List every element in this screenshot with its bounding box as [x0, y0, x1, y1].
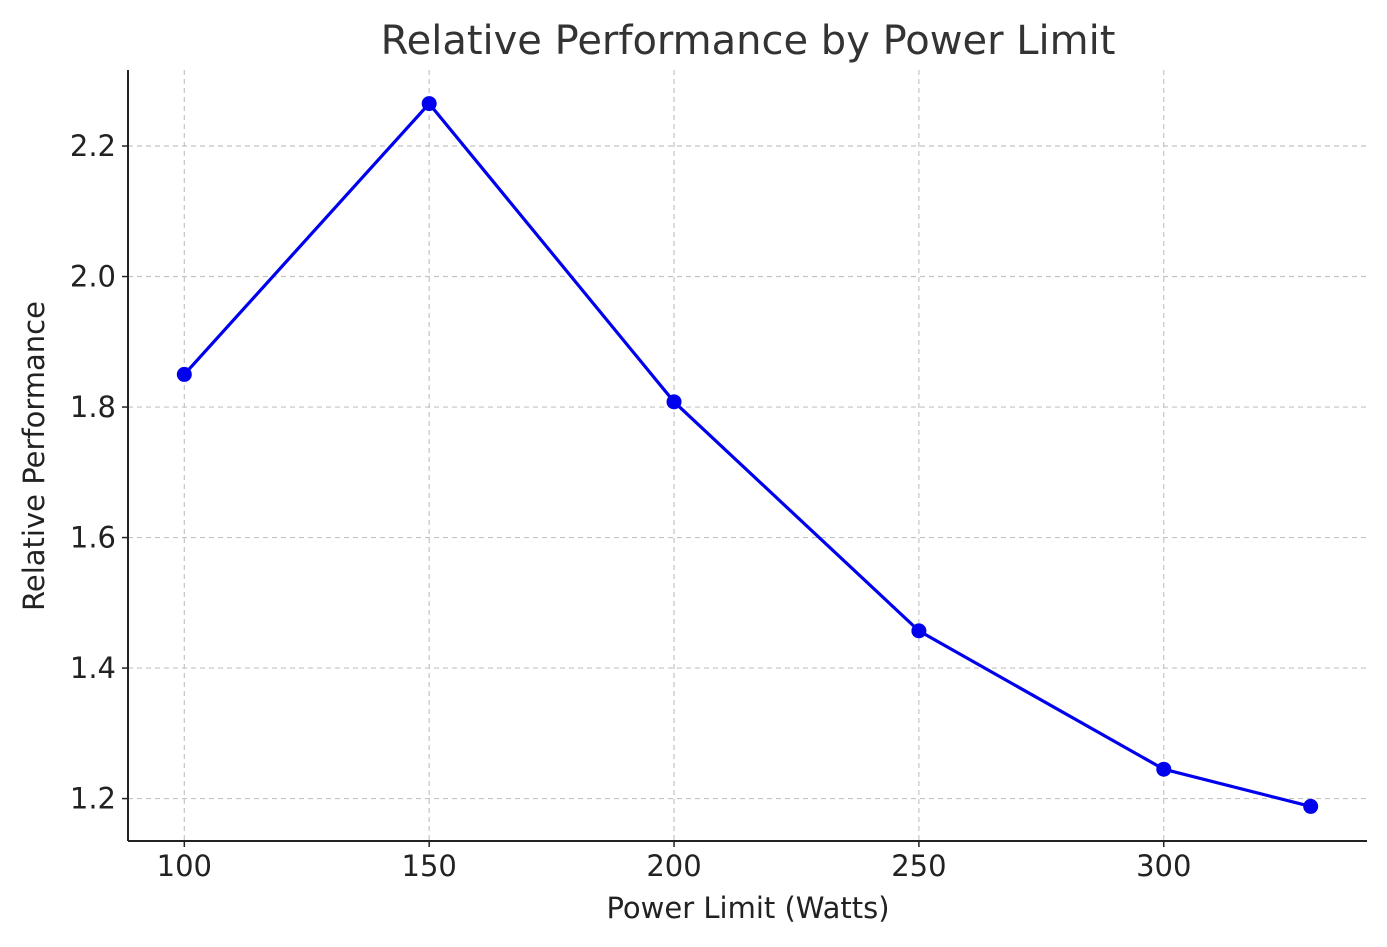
data-point-3 — [911, 623, 927, 639]
data-point-2 — [666, 394, 682, 410]
y-axis-label: Relative Performance — [17, 301, 51, 611]
y-tick-label-2: 1.6 — [70, 521, 116, 555]
data-point-1 — [421, 96, 437, 112]
data-point-0 — [176, 366, 192, 382]
series-layer — [176, 96, 1319, 814]
tick-labels: 100 150 200 250 300 1.2 1.4 1.6 1.8 2.0 2.2 — [70, 129, 1192, 883]
data-point-4 — [1156, 761, 1172, 777]
data-point-5 — [1303, 798, 1319, 814]
y-tick-label-1: 1.4 — [70, 651, 116, 685]
x-tick-label-0: 100 — [157, 849, 212, 883]
series-line-0 — [183, 102, 1312, 808]
grid-lines — [128, 70, 1367, 841]
x-axis-label: Power Limit (Watts) — [606, 891, 889, 925]
y-tick-label-0: 1.2 — [70, 782, 116, 816]
x-tick-label-4: 300 — [1136, 849, 1191, 883]
axes — [122, 70, 1367, 847]
x-tick-label-2: 200 — [646, 849, 701, 883]
y-tick-label-4: 2.0 — [70, 260, 116, 294]
chart-title: Relative Performance by Power Limit — [381, 18, 1116, 64]
y-tick-label-3: 1.8 — [70, 390, 116, 424]
x-tick-label-1: 150 — [402, 849, 457, 883]
x-tick-label-3: 250 — [891, 849, 946, 883]
y-tick-label-5: 2.2 — [70, 129, 116, 163]
